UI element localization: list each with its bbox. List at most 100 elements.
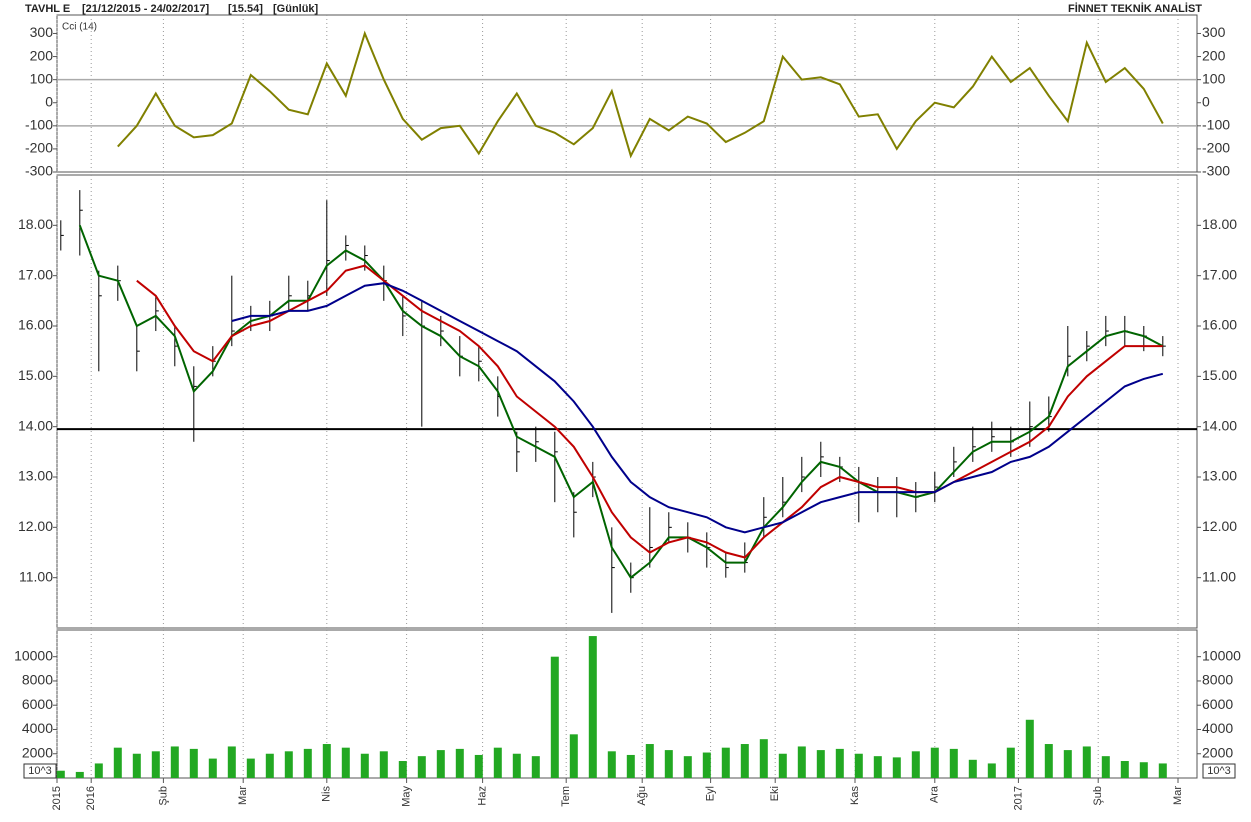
- x-tick-label: Şub: [157, 786, 169, 806]
- y-tick-label: -100: [1202, 117, 1230, 133]
- volume-bar: [379, 751, 388, 778]
- y-tick-label: -300: [25, 163, 53, 179]
- x-tick-label: Mar: [237, 786, 249, 805]
- y-tick-label: 4000: [1202, 720, 1233, 736]
- volume-bar: [56, 770, 65, 778]
- y-tick-label: 15.00: [1202, 367, 1237, 383]
- y-tick-label: 6000: [22, 696, 53, 712]
- y-tick-label: 4000: [22, 720, 53, 736]
- y-tick-label: -100: [25, 117, 53, 133]
- volume-bar: [1158, 763, 1167, 778]
- y-tick-label: 14.00: [18, 417, 53, 433]
- volume-bar: [284, 751, 293, 778]
- volume-bar: [246, 758, 255, 778]
- indicator-title: Cci (14): [62, 22, 97, 33]
- volume-bar: [1139, 762, 1148, 778]
- period: [Günlük]: [273, 3, 319, 15]
- x-tick-label: 2017: [1012, 786, 1024, 810]
- volume-bar: [759, 739, 768, 778]
- y-tick-label: 17.00: [1202, 266, 1237, 282]
- panel-frame: [56, 174, 1198, 629]
- volume-bar: [1082, 746, 1091, 778]
- volume-bar: [1006, 747, 1015, 778]
- y-tick-label: 16.00: [1202, 317, 1237, 333]
- volume-bar: [512, 753, 521, 778]
- x-tick-label: May: [401, 786, 413, 807]
- volume-bar: [151, 751, 160, 778]
- y-tick-label: 12.00: [18, 518, 53, 534]
- volume-bar: [892, 757, 901, 778]
- y-tick-label: 14.00: [1202, 417, 1237, 433]
- moving-average: [231, 282, 1164, 534]
- y-tick-label: 100: [1202, 70, 1226, 86]
- volume-bar: [436, 750, 445, 778]
- unit-box: [1202, 763, 1236, 779]
- volume-bar: [721, 747, 730, 778]
- volume-bar: [835, 748, 844, 778]
- y-tick-label: 13.00: [18, 468, 53, 484]
- y-tick-label: 0: [1202, 93, 1210, 109]
- y-tick-label: 10000: [1202, 647, 1241, 663]
- volume-bar: [949, 748, 958, 778]
- panel-frame: [56, 14, 1198, 173]
- x-tick-label: 2015: [51, 786, 63, 810]
- unit-box: [23, 763, 57, 779]
- y-tick-label: 2000: [1202, 744, 1233, 760]
- volume-bar: [227, 746, 236, 778]
- volume-bar: [702, 752, 711, 778]
- volume-bar: [778, 753, 787, 778]
- volume-bar: [607, 751, 616, 778]
- volume-bar: [550, 656, 559, 778]
- y-tick-label: 200: [30, 47, 54, 63]
- y-tick-label: -300: [1202, 163, 1230, 179]
- volume-bar: [664, 750, 673, 778]
- volume-bar: [588, 636, 597, 778]
- unit-label: 10^3: [28, 765, 52, 777]
- moving-average: [136, 264, 1163, 559]
- x-tick-label: 2016: [85, 786, 97, 810]
- x-tick-label: Şub: [1092, 786, 1104, 806]
- y-tick-label: 15.00: [18, 367, 53, 383]
- volume-bar: [797, 746, 806, 778]
- y-tick-label: 8000: [22, 672, 53, 688]
- volume-bar: [1063, 750, 1072, 778]
- volume-bar: [911, 751, 920, 778]
- y-tick-label: 17.00: [18, 266, 53, 282]
- volume-bar: [265, 753, 274, 778]
- volume-bar: [987, 763, 996, 778]
- volume-bar: [360, 753, 369, 778]
- x-tick-label: Mar: [1172, 786, 1184, 805]
- x-tick-label: Eki: [769, 786, 781, 801]
- y-tick-label: 2000: [22, 744, 53, 760]
- volume-bar: [474, 754, 483, 778]
- y-tick-label: 18.00: [18, 216, 53, 232]
- y-tick-label: 18.00: [1202, 216, 1237, 232]
- volume-bar: [189, 748, 198, 778]
- y-tick-label: 10000: [14, 647, 53, 663]
- volume-bar: [170, 746, 179, 778]
- volume-bar: [113, 747, 122, 778]
- volume-bar: [531, 756, 540, 778]
- date-range: [21/12/2015 - 24/02/2017]: [82, 3, 210, 15]
- volume-bar: [930, 747, 939, 778]
- y-tick-label: 200: [1202, 47, 1226, 63]
- volume-bar: [968, 759, 977, 778]
- volume-bar: [75, 771, 84, 778]
- y-tick-label: -200: [25, 140, 53, 156]
- y-tick-label: 100: [30, 70, 54, 86]
- volume-bar: [1101, 756, 1110, 778]
- volume-bar: [626, 754, 635, 778]
- volume-bar: [493, 747, 502, 778]
- vendor: FİNNET TEKNİK ANALİST: [1068, 2, 1202, 15]
- volume-bar: [208, 758, 217, 778]
- cci-line: [117, 30, 1164, 159]
- volume-bar: [740, 744, 749, 778]
- x-tick-label: Haz: [477, 786, 489, 806]
- y-tick-label: 6000: [1202, 696, 1233, 712]
- moving-average: [78, 224, 1164, 580]
- y-tick-label: 11.00: [1202, 568, 1236, 584]
- x-tick-label: Ara: [929, 785, 941, 803]
